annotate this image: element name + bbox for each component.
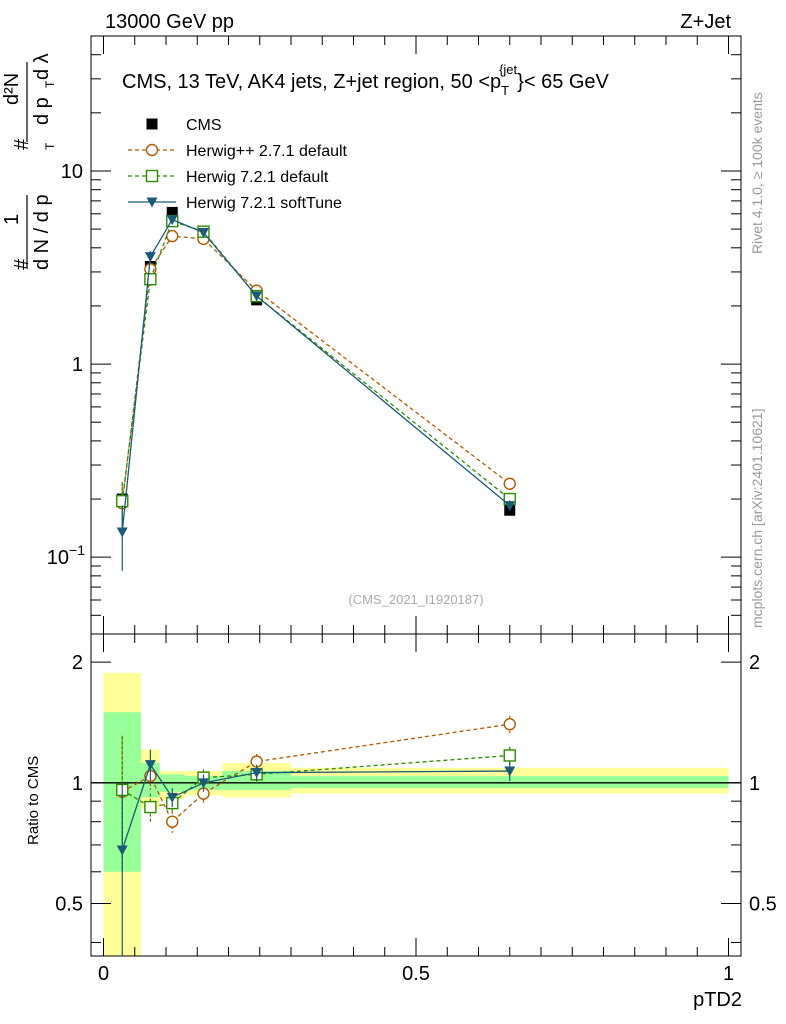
legend-entry: CMS bbox=[146, 117, 222, 134]
ratio-series-3-marker bbox=[504, 766, 516, 777]
series-1-marker bbox=[503, 477, 516, 490]
plot-title: CMS, 13 TeV, AK4 jets, Z+jet region, 50 … bbox=[122, 62, 610, 98]
legend-label: Herwig 7.2.1 default bbox=[186, 169, 329, 186]
bottom-ytick-label: 0.5 bbox=[55, 894, 83, 916]
series-0 bbox=[116, 206, 516, 516]
title-main: CMS, 13 TeV, AK4 jets, Z+jet region, 50 … bbox=[122, 71, 501, 93]
ratio-series-3-marker bbox=[198, 778, 209, 789]
series-3 bbox=[116, 215, 516, 571]
top-ytick-label: 10−1 bbox=[47, 542, 85, 569]
ylabel-dN: d N / d p bbox=[31, 194, 53, 270]
stat-band bbox=[291, 775, 729, 789]
ratio-series-1-marker bbox=[503, 718, 516, 731]
bottom-xtick-label: 0 bbox=[98, 963, 109, 985]
series-3-marker bbox=[251, 291, 263, 302]
series-1 bbox=[116, 229, 516, 529]
ylabel-dpT: d p bbox=[31, 97, 53, 125]
legend: CMS Herwig++ 2.7.1 default Herwig 7.2.1 de… bbox=[128, 117, 348, 212]
legend-label: Herwig 7.2.1 softTune bbox=[186, 195, 342, 212]
ratio-series-2-line bbox=[121, 754, 510, 808]
ratio-series-1-marker bbox=[166, 815, 179, 828]
legend-entry: Herwig 7.2.1 default bbox=[128, 169, 329, 186]
ratio-bands bbox=[91, 672, 741, 956]
legend-entry: Herwig++ 2.7.1 default bbox=[128, 143, 348, 160]
bottom-series bbox=[116, 715, 516, 956]
y-axis-label: # 1 d N / d p T # d²N d p T d λ bbox=[1, 53, 57, 270]
bottom-xtick-label: 0.5 bbox=[402, 963, 430, 985]
series-3-marker bbox=[144, 252, 156, 263]
ratio-ylabel: Ratio to CMS bbox=[25, 756, 42, 845]
series-0-marker bbox=[166, 206, 178, 218]
series-2-line bbox=[121, 220, 511, 502]
ratio-series-3-line bbox=[121, 763, 510, 851]
bottom-axes: 2 2 1 1 0.5 0.5 0 0.5 1 bbox=[55, 634, 777, 985]
title-sub: T bbox=[501, 83, 509, 98]
header-left: 13000 GeV pp bbox=[105, 11, 234, 33]
series-3-marker bbox=[116, 527, 128, 538]
ratio-series-3-marker bbox=[251, 768, 263, 779]
bottom-ytick-label-right: 1 bbox=[749, 773, 760, 795]
mcplots-label: mcplots.cern.ch [arXiv:2401.10621] bbox=[749, 409, 765, 628]
ylabel-hash-1: # bbox=[11, 258, 33, 270]
series-1-line bbox=[121, 235, 511, 504]
legend-label: CMS bbox=[186, 117, 222, 134]
ylabel-one: 1 bbox=[1, 214, 23, 225]
ylabel-hash-2: # bbox=[11, 138, 33, 150]
x-axis-label: pTD2 bbox=[693, 989, 742, 1011]
series-3-marker bbox=[166, 215, 178, 226]
top-ytick-label: 1 bbox=[72, 354, 83, 376]
header-right: Z+Jet bbox=[680, 11, 731, 33]
ylabel-d2N: d²N bbox=[1, 73, 23, 105]
bottom-ytick-label: 1 bbox=[72, 773, 83, 795]
legend-marker bbox=[146, 197, 158, 208]
series-2-marker bbox=[144, 273, 157, 286]
bottom-ytick-label-right: 2 bbox=[749, 652, 760, 674]
bottom-ytick-label-right: 0.5 bbox=[749, 894, 777, 916]
ratio-series-3-marker bbox=[166, 792, 178, 803]
analysis-watermark: (CMS_2021_I1920187) bbox=[348, 592, 483, 607]
ratio-series-2-marker bbox=[144, 800, 157, 814]
title-tail: }< 65 GeV bbox=[517, 71, 609, 93]
rivet-label: Rivet 4.1.0, ≥ 100k events bbox=[749, 92, 765, 254]
legend-marker bbox=[145, 169, 159, 183]
legend-label: Herwig++ 2.7.1 default bbox=[186, 143, 348, 160]
series-3-marker bbox=[198, 228, 209, 239]
series-3-marker bbox=[504, 501, 516, 512]
bottom-xtick-label: 1 bbox=[723, 963, 734, 985]
bottom-ytick-label: 2 bbox=[72, 652, 83, 674]
top-ytick-label: 10 bbox=[61, 161, 83, 183]
legend-marker bbox=[146, 118, 158, 130]
ratio-series-2 bbox=[116, 735, 516, 869]
top-axes: 10 1 10−1 bbox=[47, 35, 741, 635]
legend-entry: Herwig 7.2.1 softTune bbox=[128, 195, 342, 212]
ylabel-T2: T bbox=[43, 80, 57, 88]
ratio-series-3-marker bbox=[116, 845, 128, 856]
top-series bbox=[116, 206, 516, 571]
ylabel-dl: d λ bbox=[31, 53, 53, 80]
ratio-series-3-marker bbox=[144, 760, 156, 771]
ratio-series-3 bbox=[116, 749, 516, 956]
ylabel-T1: T bbox=[43, 142, 57, 150]
series-2 bbox=[116, 214, 516, 526]
legend-marker bbox=[145, 143, 159, 157]
title-sup: {jet bbox=[499, 62, 517, 77]
series-3-line bbox=[121, 218, 511, 533]
ratio-series-2-marker bbox=[503, 749, 516, 762]
